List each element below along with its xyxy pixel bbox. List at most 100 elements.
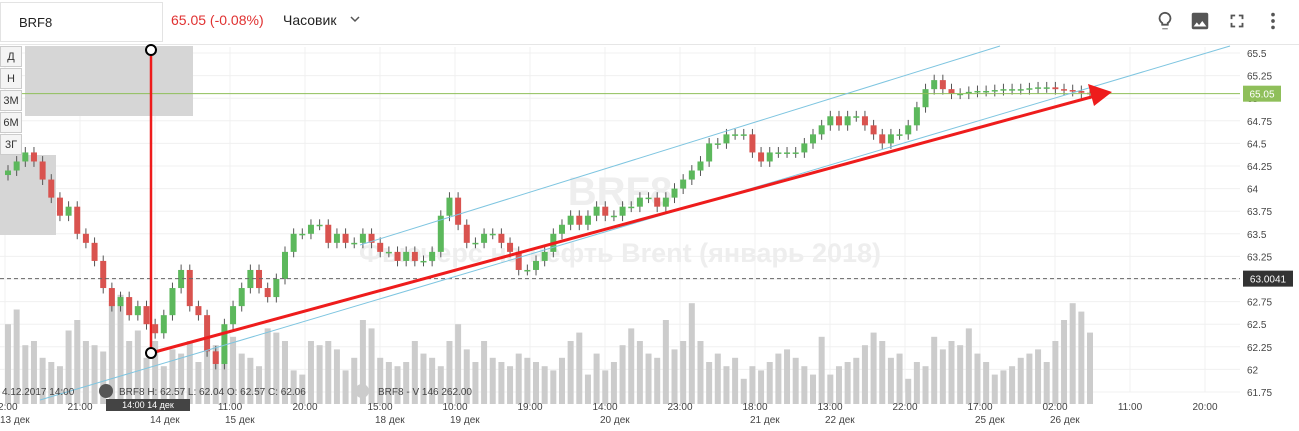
candle-12 <box>108 288 115 307</box>
candle-9 <box>82 233 89 243</box>
x-tick-time-16: 20:00 <box>1192 402 1217 413</box>
candle-112 <box>974 90 981 93</box>
volume-bar-60 <box>524 357 531 404</box>
volume-bar-36 <box>316 345 323 404</box>
shaded-region-top <box>25 46 193 116</box>
volume-bar-104 <box>905 378 912 404</box>
candle-44 <box>385 251 392 254</box>
more-vert-icon[interactable] <box>1262 10 1284 32</box>
candle-90 <box>784 152 791 154</box>
volume-bar-14 <box>126 341 133 404</box>
candle-75 <box>654 197 661 207</box>
volume-bar-70 <box>610 362 617 404</box>
y-tick-label-14: 62 <box>1247 365 1259 376</box>
volume-bar-22 <box>195 362 202 404</box>
volume-bar-119 <box>1035 349 1042 404</box>
candle-43 <box>377 242 384 252</box>
volume-bar-77 <box>671 349 678 404</box>
y-tick-label-12: 62.5 <box>1247 320 1267 331</box>
volume-bars <box>5 294 1093 404</box>
volume-bar-42 <box>368 328 375 404</box>
interval-select[interactable]: Часовик <box>283 12 337 28</box>
volume-bar-100 <box>870 332 877 404</box>
candle-71 <box>619 206 626 216</box>
x-tick-date-3: 15 дек <box>225 415 255 426</box>
volume-bar-30 <box>264 328 271 404</box>
volume-bar-87 <box>758 370 765 404</box>
volume-bar-84 <box>732 357 739 404</box>
candle-46 <box>403 251 410 261</box>
volume-bar-86 <box>749 366 756 404</box>
candle-102 <box>887 134 894 144</box>
x-tick-time-1: 21:00 <box>67 402 92 413</box>
candle-37 <box>325 224 332 243</box>
volume-bar-80 <box>697 341 704 404</box>
candle-64 <box>558 224 565 234</box>
candle-20 <box>178 269 185 289</box>
volume-bar-107 <box>931 336 938 404</box>
x-tick-time-14: 02:00 <box>1042 402 1067 413</box>
candle-74 <box>645 197 652 200</box>
period-button-3[interactable]: 6М <box>0 112 22 133</box>
fullscreen-icon[interactable] <box>1226 10 1248 32</box>
volume-legend-icon <box>355 384 369 398</box>
candle-118 <box>1026 88 1033 90</box>
chevron-down-icon[interactable] <box>349 13 361 28</box>
x-tick-date-13: 25 дек <box>975 415 1005 426</box>
x-tick-date-10: 21 дек <box>750 415 780 426</box>
volume-bar-23 <box>204 349 211 404</box>
ticker-input[interactable]: BRF8 <box>0 2 163 42</box>
volume-bar-122 <box>1061 320 1068 404</box>
candle-76 <box>662 197 669 207</box>
volume-bar-92 <box>801 366 808 404</box>
period-button-4[interactable]: 3Г <box>0 134 22 155</box>
volume-bar-39 <box>342 370 349 404</box>
volume-bar-95 <box>827 374 834 404</box>
volume-bar-79 <box>688 303 695 404</box>
volume-bar-32 <box>281 341 288 404</box>
volume-bar-12 <box>108 303 115 404</box>
candle-6 <box>56 197 63 216</box>
candle-70 <box>610 215 617 218</box>
candle-22 <box>195 306 202 316</box>
period-button-2[interactable]: 3М <box>0 90 22 111</box>
volume-bar-50 <box>437 366 444 404</box>
volume-bar-35 <box>307 341 314 404</box>
candle-28 <box>247 269 254 289</box>
period-button-1[interactable]: Н <box>0 68 22 89</box>
volume-bar-9 <box>82 341 89 404</box>
volume-bar-56 <box>489 357 496 404</box>
candle-34 <box>299 233 306 236</box>
volume-bar-43 <box>377 357 384 404</box>
price-label-box <box>1243 85 1281 102</box>
candle-0 <box>5 170 11 176</box>
volume-bar-6 <box>56 366 63 404</box>
candle-108 <box>939 80 946 90</box>
volume-bar-51 <box>446 341 453 404</box>
candle-109 <box>948 89 955 94</box>
candle-85 <box>740 134 747 136</box>
period-button-0[interactable]: Д <box>0 46 22 67</box>
candle-83 <box>723 134 730 144</box>
volume-bar-58 <box>507 366 514 404</box>
x-tick-date-5: 18 дек <box>375 415 405 426</box>
lightbulb-icon[interactable] <box>1154 10 1176 32</box>
volume-legend-values: BRF8 - V 146 262.00 <box>378 387 472 398</box>
candle-101 <box>879 134 886 144</box>
volume-bar-59 <box>515 353 522 404</box>
x-tick-time-12: 22:00 <box>892 402 917 413</box>
y-tick-label-8: 63.5 <box>1247 230 1267 241</box>
candle-78 <box>680 179 687 189</box>
volume-bar-120 <box>1043 362 1050 404</box>
candle-30 <box>264 288 271 298</box>
x-tick-date-2: 14 дек <box>150 415 180 426</box>
volume-bar-85 <box>740 378 747 404</box>
image-icon[interactable] <box>1189 10 1211 32</box>
volume-bar-117 <box>1017 357 1024 404</box>
volume-bar-99 <box>861 345 868 404</box>
candle-97 <box>844 116 851 126</box>
candle-98 <box>853 116 860 118</box>
level-label-box <box>1243 270 1293 287</box>
candle-60 <box>524 269 531 272</box>
